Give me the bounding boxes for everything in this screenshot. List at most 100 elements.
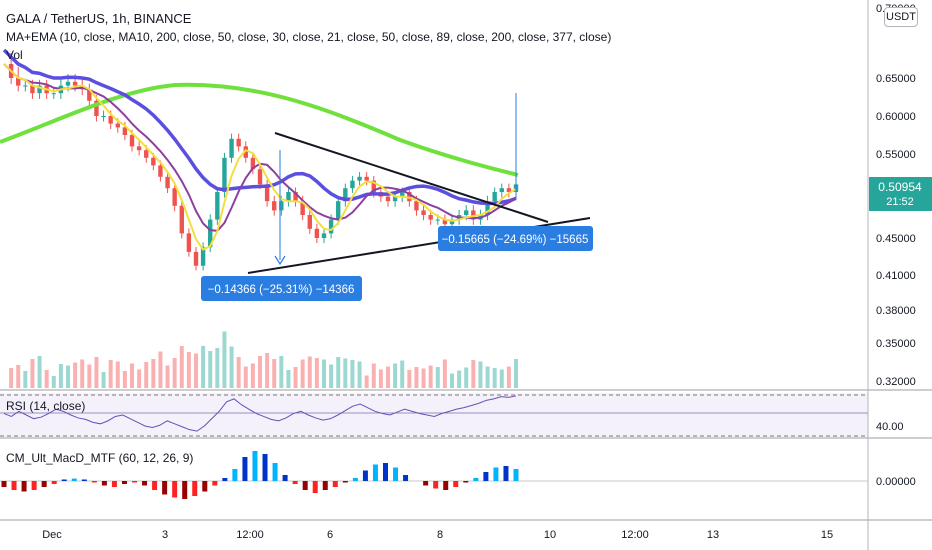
candle-body	[87, 89, 92, 101]
volume-bar	[130, 363, 134, 388]
volume-bar	[478, 361, 483, 388]
volume-bar	[222, 331, 227, 388]
volume-bar	[300, 359, 305, 388]
candle-body	[23, 85, 28, 87]
macd-histogram-bar	[433, 481, 439, 489]
candle-body	[101, 116, 106, 117]
volume-bar	[44, 370, 49, 388]
volume-bar	[80, 359, 85, 388]
macd-histogram-bar	[81, 479, 87, 481]
macd-histogram-bar	[362, 470, 368, 481]
price-tick-label: 0.32000	[876, 376, 916, 388]
candle-body	[336, 201, 341, 220]
macd-histogram-bar	[302, 481, 308, 490]
volume-bar	[471, 360, 476, 388]
measure-arrowhead	[274, 255, 286, 266]
last-price-badge	[869, 177, 932, 211]
volume-bar	[58, 364, 63, 388]
currency-unit-button[interactable]: USDT	[884, 7, 918, 27]
volume-bar	[66, 365, 70, 388]
volume-bar	[101, 372, 106, 388]
candle-body	[449, 219, 455, 225]
candle-body	[30, 85, 35, 94]
bar-countdown: 21:52	[886, 196, 914, 208]
volume-bar	[378, 369, 383, 388]
candle-body	[485, 201, 490, 215]
macd-histogram-bar	[272, 463, 278, 481]
time-tick-label: 3	[162, 529, 168, 541]
volume-bar	[492, 368, 497, 388]
volume-bar	[30, 359, 35, 388]
macd-histogram-bar	[172, 481, 178, 498]
macd-histogram-bar	[443, 481, 449, 490]
macd-histogram-bar	[152, 481, 158, 490]
candle-body	[279, 201, 284, 211]
volume-bar	[194, 353, 198, 388]
rsi-line	[3, 395, 517, 432]
volume-bar	[435, 367, 440, 388]
macd-histogram-bar	[51, 481, 57, 484]
volume-bar	[165, 365, 170, 388]
candle-body	[172, 188, 177, 206]
macd-histogram-bar	[31, 481, 37, 490]
candle-body	[264, 184, 270, 202]
measure-label: −0.14366 (−25.31%) −14366	[208, 284, 355, 296]
volume-bar	[322, 359, 326, 388]
volume-bar	[272, 359, 277, 388]
macd-histogram-bar	[513, 469, 519, 481]
time-tick-label: 12:00	[236, 529, 264, 541]
volume-bar	[450, 373, 454, 388]
ema-21-line	[3, 63, 517, 251]
macd-histogram-bar	[242, 457, 248, 481]
candle-body	[94, 100, 99, 116]
price-tick-label: 0.45000	[876, 233, 916, 245]
macd-histogram-bar	[403, 475, 409, 481]
volume-bar	[179, 346, 184, 388]
volume-bar	[329, 364, 334, 388]
macd-histogram-bar	[61, 479, 67, 481]
rsi-band	[0, 393, 868, 437]
candle-body	[165, 176, 170, 189]
volume-bar	[229, 346, 234, 388]
candle-body	[158, 165, 163, 177]
candle-body	[385, 196, 391, 202]
macd-histogram-bar	[182, 481, 188, 499]
volume-bar	[428, 365, 433, 388]
macd-histogram-bar	[91, 481, 97, 483]
volume-bar	[51, 376, 56, 388]
candle-body	[471, 210, 476, 220]
volume-bar	[307, 356, 312, 388]
volume-bar	[400, 360, 405, 388]
macd-histogram-bar	[463, 481, 469, 483]
volume-bar	[16, 365, 21, 388]
candle-body	[208, 219, 213, 248]
candle-body	[499, 188, 504, 192]
candle-body	[122, 127, 128, 135]
volume-bar	[258, 356, 262, 388]
candle-body	[492, 192, 497, 202]
ema-200-line	[0, 82, 519, 177]
candle-body	[357, 176, 362, 181]
volume-bar	[343, 358, 348, 388]
macd-histogram-bar	[423, 481, 429, 486]
macd-tick-label: 0.00000	[876, 476, 916, 488]
candle-body	[293, 192, 298, 202]
volume-bar	[506, 366, 511, 388]
candle-body	[272, 201, 277, 211]
macd-histogram-bar	[473, 478, 479, 481]
volume-bar	[336, 357, 341, 388]
volume-bar	[172, 358, 177, 388]
time-tick-label: 12:00	[621, 529, 649, 541]
time-tick-label: Dec	[42, 529, 62, 541]
candle-body	[286, 192, 291, 202]
volume-label: Vol	[6, 48, 23, 62]
volume-bar	[393, 363, 398, 388]
volume-bar	[485, 366, 490, 388]
candle-body	[144, 150, 149, 158]
volume-bar	[364, 375, 369, 388]
candle-body	[200, 247, 206, 266]
macd-histogram-bar	[21, 481, 27, 492]
volume-bar	[279, 356, 284, 388]
volume-bar	[250, 363, 255, 388]
volume-bar	[158, 351, 163, 388]
